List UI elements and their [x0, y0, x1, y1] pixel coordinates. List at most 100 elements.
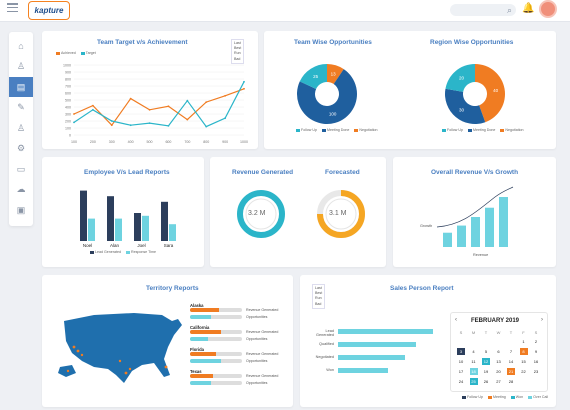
save-icon[interactable]: ▣ [16, 204, 26, 215]
card-title: Overall Revenue V/s Growth [431, 169, 519, 176]
calendar-day[interactable]: 23 [533, 369, 539, 374]
y-tick-label: 300 [65, 112, 71, 116]
calendar-day[interactable]: 19 [483, 369, 489, 374]
calendar-day[interactable]: 8 [519, 348, 528, 355]
calendar-day[interactable]: 2 [534, 339, 538, 344]
territory-state-label: Alaska [190, 303, 204, 308]
calendar-day[interactable]: 6 [497, 349, 500, 354]
calendar-day[interactable]: 13 [496, 359, 501, 364]
donut-slice [297, 69, 357, 124]
calendar-day[interactable]: 15 [521, 359, 526, 364]
data-point [186, 99, 189, 102]
calendar-day[interactable]: 3 [457, 348, 465, 355]
x-tick-label: 600 [165, 140, 171, 144]
x-tick-label: 400 [128, 140, 134, 144]
territory-opp-fill [190, 381, 211, 385]
region-donut-chart: 40 30 20 [445, 64, 505, 124]
edit-icon[interactable]: ✎ [17, 102, 25, 112]
calendar-day[interactable]: 11 [471, 359, 476, 364]
calendar-day[interactable]: 1 [522, 339, 525, 344]
territory-opp-bar [190, 337, 242, 341]
forecast-gauge [317, 190, 365, 238]
calendar-day[interactable]: 16 [533, 359, 539, 364]
data-point [129, 124, 132, 127]
territory-rev-fill [190, 330, 222, 334]
employee-legend: Lead Generated Response Time [90, 250, 156, 254]
territory-rev-bar [190, 308, 242, 312]
user-icon[interactable]: ♙ [16, 61, 26, 71]
avatar[interactable] [539, 0, 557, 18]
data-point [186, 118, 189, 121]
calendar-day[interactable]: 20 [496, 369, 501, 374]
search-input[interactable]: ⌕ [450, 4, 516, 16]
calendar-prev-icon[interactable]: ‹ [455, 317, 457, 323]
calendar-day[interactable]: 9 [534, 349, 538, 354]
menu-icon[interactable] [7, 3, 18, 12]
home-icon[interactable]: ⌂ [18, 41, 24, 51]
bar-lead-generated [107, 196, 114, 241]
slice-label: 13 [331, 71, 337, 76]
user-plus-icon[interactable]: ♙ [16, 122, 26, 133]
territory-rev-bar [190, 352, 242, 356]
territory-rev-bar [190, 374, 242, 378]
calendar-day[interactable]: 24 [458, 379, 464, 384]
calendar-day[interactable]: 7 [509, 349, 513, 354]
calendar-day[interactable]: 12 [482, 358, 490, 365]
category-label: Joel [137, 243, 145, 248]
x-tick-label: 100 [71, 140, 77, 144]
calendar-day[interactable]: 17 [458, 369, 464, 374]
growth-card: Overall Revenue V/s Growth Growth Revenu… [393, 157, 556, 267]
calendar-day[interactable]: 10 [458, 359, 464, 364]
calendar-day[interactable]: 18 [469, 368, 478, 375]
calendar-title: FEBRUARY 2019 [471, 318, 520, 324]
calendar-weekday: T [484, 330, 488, 335]
calendar-day[interactable]: 21 [507, 368, 515, 375]
settings-icon[interactable]: ⚙ [16, 143, 26, 153]
card-title: Sales Person Report [390, 285, 454, 292]
calendar-day[interactable]: 22 [521, 369, 526, 374]
data-point [167, 105, 170, 108]
territory-rev-fill [190, 374, 214, 378]
territory-rev-fill [190, 308, 219, 312]
calendar-weekday: F [522, 330, 525, 335]
growth-bar-chart [436, 186, 514, 247]
x-tick-label: 800 [203, 140, 209, 144]
territory-state-label: Florida [190, 347, 204, 352]
x-tick-label: 300 [109, 140, 115, 144]
territory-rev-label: Revenue Generated [246, 374, 279, 378]
filter-dropdown[interactable]: Last Best Run Bad [312, 284, 326, 309]
filter-dropdown[interactable]: Last Best Run Bad [231, 39, 245, 64]
x-tick-label: 700 [184, 140, 190, 144]
bell-icon[interactable]: 🔔 [522, 3, 535, 14]
monitor-icon[interactable]: ▭ [16, 163, 26, 174]
sales-bar [338, 368, 389, 373]
donut-slice [299, 64, 327, 89]
calendar-day[interactable]: 4 [472, 349, 475, 354]
y-tick-label: 200 [65, 119, 71, 123]
revenue-axis-label: Revenue [473, 253, 489, 257]
donut-slice [445, 64, 475, 92]
calendar-next-icon[interactable]: › [541, 317, 543, 323]
data-point [110, 124, 113, 127]
cloud-icon[interactable]: ☁ [16, 184, 26, 194]
calendar-day[interactable]: 28 [508, 379, 514, 384]
calendar-day[interactable]: 26 [483, 379, 489, 384]
y-tick-label: 100 [65, 126, 71, 130]
search-icon[interactable]: ⌕ [506, 5, 512, 15]
calendar-day[interactable]: 5 [484, 349, 488, 354]
data-point [148, 122, 151, 124]
logo[interactable]: kapture [28, 1, 70, 20]
x-tick-label: 1000 [240, 140, 248, 144]
calendar-day[interactable]: 27 [496, 379, 501, 384]
book-icon[interactable]: ▤ [9, 77, 33, 97]
territory-rev-label: Revenue Generated [246, 308, 279, 312]
category-label: Alan [110, 243, 120, 248]
calendar-day[interactable]: 14 [508, 359, 514, 364]
data-point [129, 97, 132, 100]
x-tick-label: 500 [147, 140, 153, 144]
slice-label: 30 [459, 108, 465, 113]
territory-opp-bar [190, 381, 242, 385]
calendar-weekday: S [534, 330, 538, 335]
calendar-day[interactable]: 25 [469, 378, 478, 385]
